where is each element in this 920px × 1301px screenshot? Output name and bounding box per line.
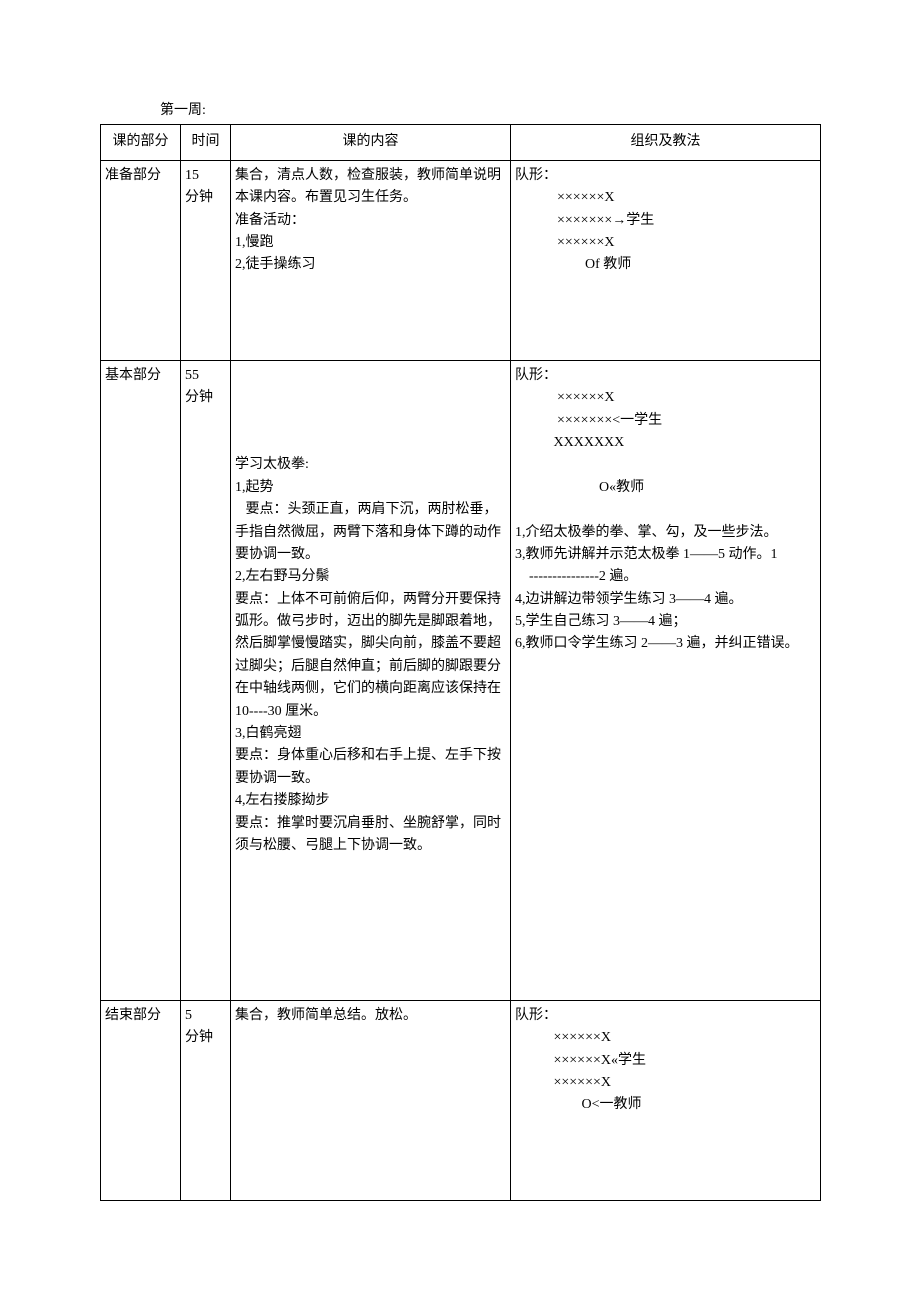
main-formation: 队形： ××××××X ×××××××<一学生 XXXXXXX O«教师: [515, 365, 816, 499]
main-part: 基本部分: [101, 360, 181, 1000]
header-org: 组织及教法: [511, 125, 821, 160]
header-content: 课的内容: [231, 125, 511, 160]
end-row: 结束部分 5 分钟 集合，教师简单总结。放松。 队形： ××××××X ××××…: [101, 1000, 821, 1200]
end-formation: 队形： ××××××X ××××××X«学生 ××××××X O<一教师: [515, 1005, 816, 1117]
main-content: 学习太极拳: 1,起势 要点：头颈正直，两肩下沉，两肘松垂，手指自然微屈，两臂下…: [231, 360, 511, 1000]
table-header-row: 课的部分 时间 课的内容 组织及教法: [101, 125, 821, 160]
end-content: 集合，教师简单总结。放松。: [231, 1000, 511, 1200]
main-org-text: 1,介绍太极拳的拳、掌、勾，及一些步法。 3,教师先讲解并示范太极拳 1——5 …: [515, 499, 816, 656]
main-time: 55 分钟: [181, 360, 231, 1000]
week-title: 第一周:: [160, 100, 820, 122]
prep-part: 准备部分: [101, 160, 181, 360]
end-part: 结束部分: [101, 1000, 181, 1200]
prep-row: 准备部分 15 分钟 集合，清点人数，检查服装，教师简单说明本课内容。布置见习生…: [101, 160, 821, 360]
prep-formation: 队形： ××××××X ×××××××→学生 ××××××X Of 教师: [515, 165, 816, 277]
end-time: 5 分钟: [181, 1000, 231, 1200]
lesson-plan-table: 课的部分 时间 课的内容 组织及教法 准备部分 15 分钟 集合，清点人数，检查…: [100, 124, 821, 1200]
main-row: 基本部分 55 分钟 学习太极拳: 1,起势 要点：头颈正直，两肩下沉，两肘松垂…: [101, 360, 821, 1000]
header-time: 时间: [181, 125, 231, 160]
prep-time: 15 分钟: [181, 160, 231, 360]
header-part: 课的部分: [101, 125, 181, 160]
prep-content: 集合，清点人数，检查服装，教师简单说明本课内容。布置见习生任务。 准备活动： 1…: [231, 160, 511, 360]
